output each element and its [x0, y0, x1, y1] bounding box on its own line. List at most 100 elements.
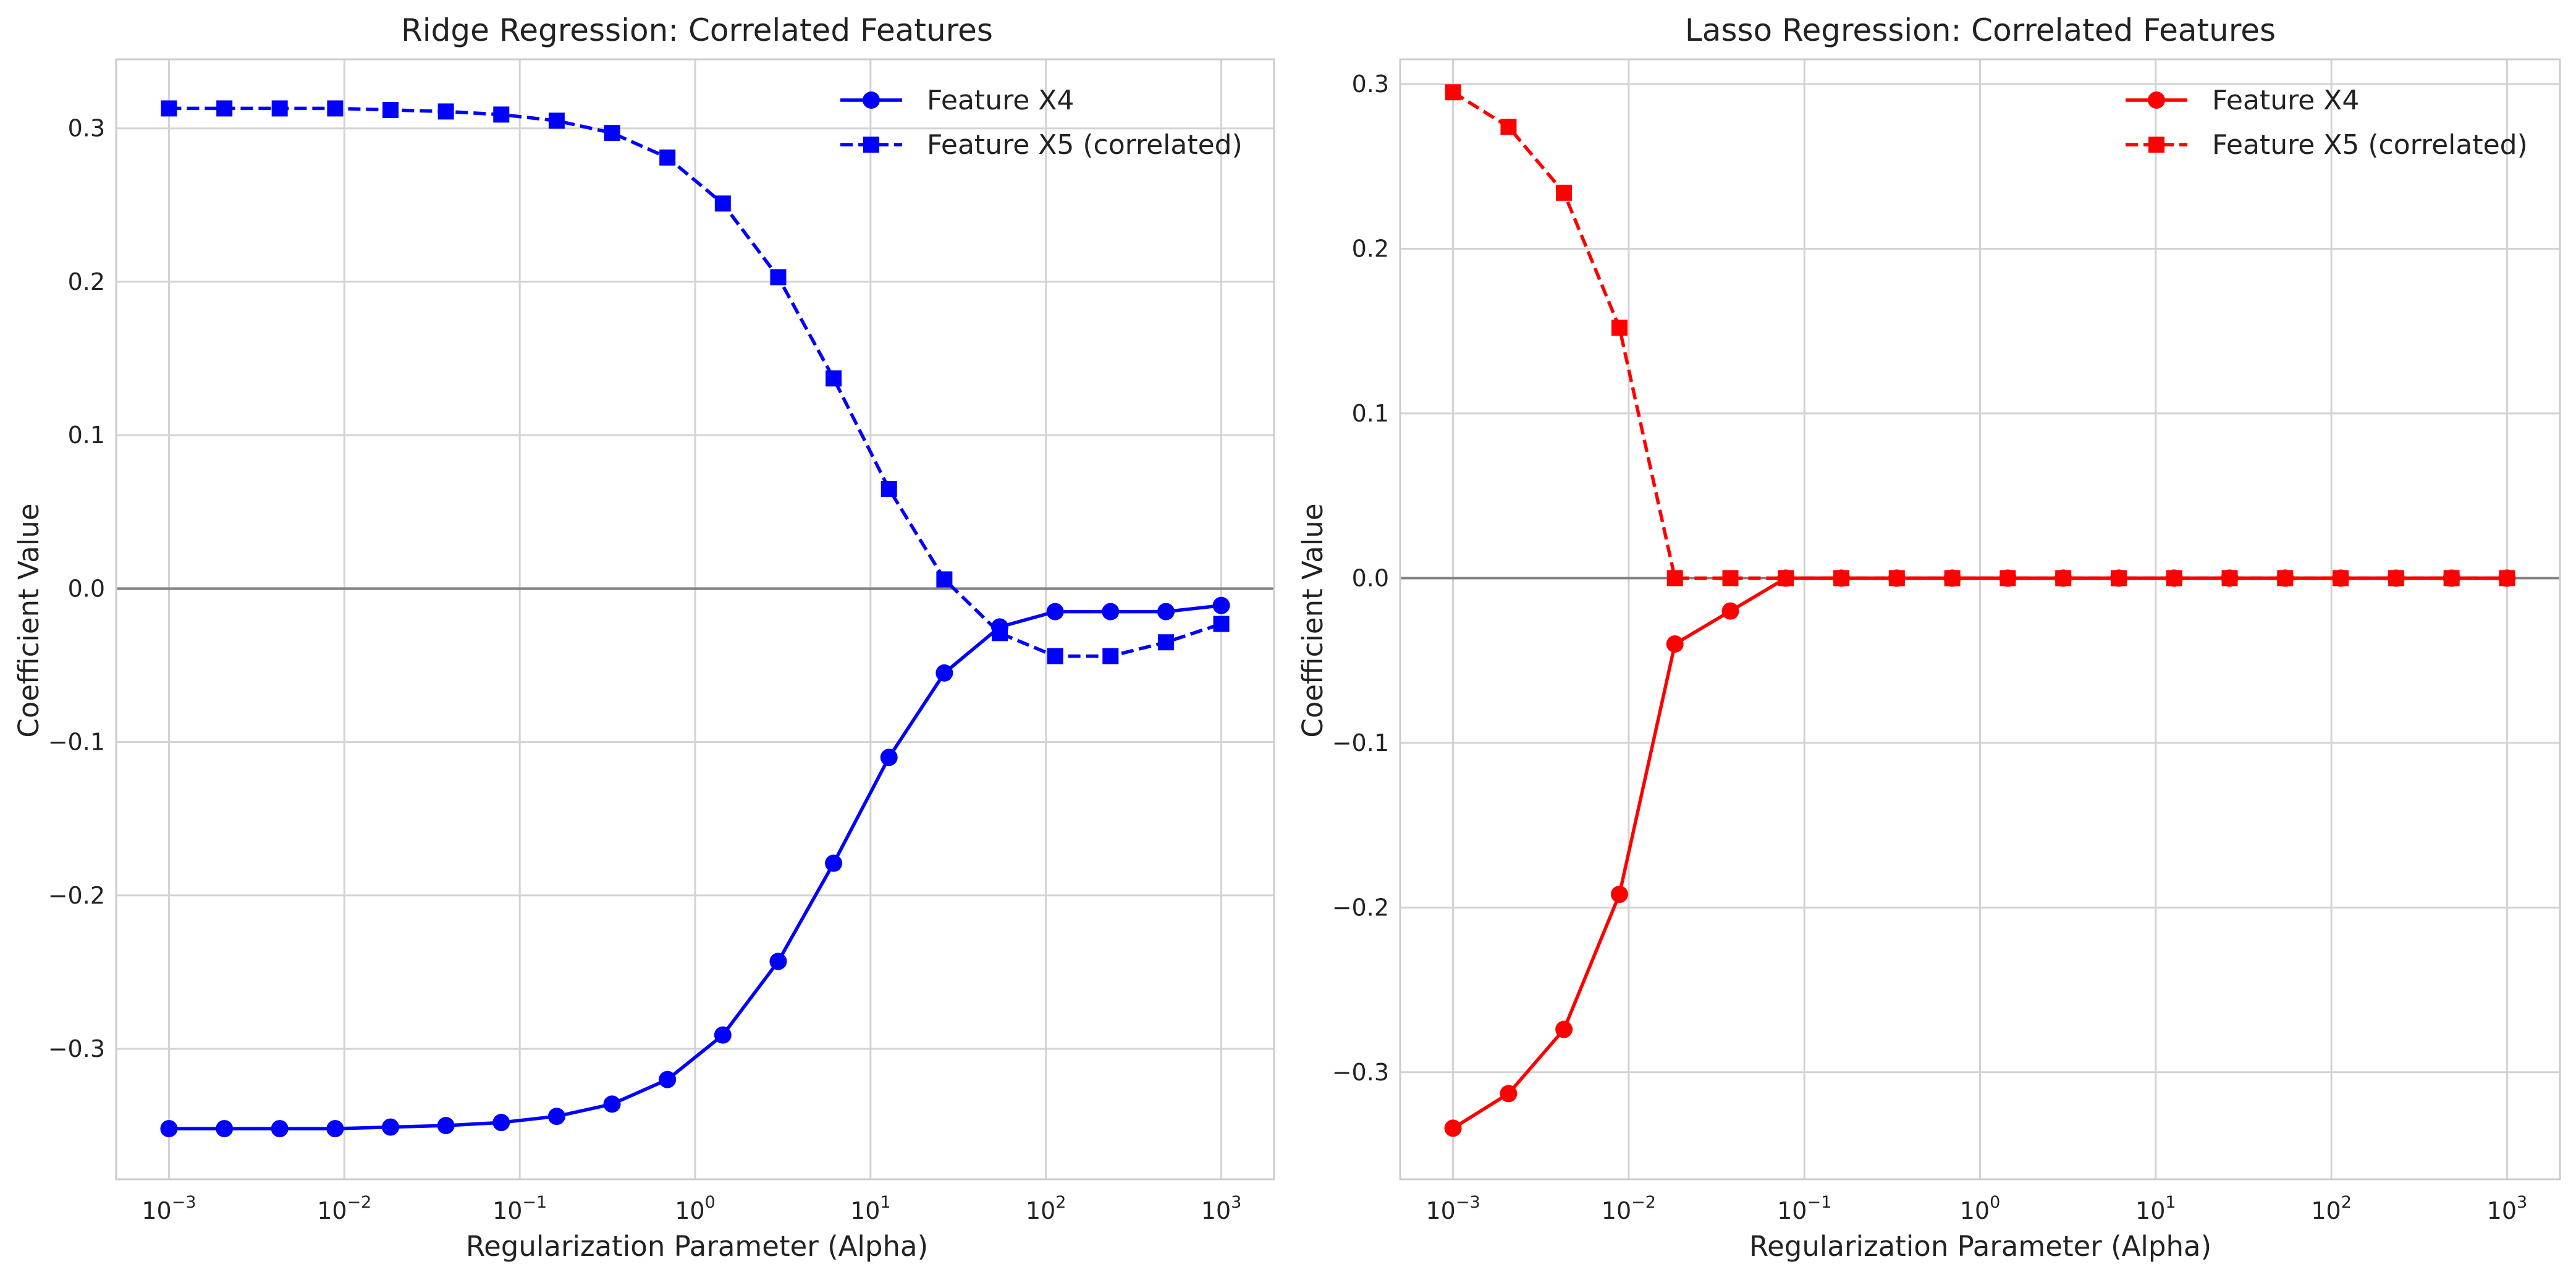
ridge-x5-point [493, 106, 510, 123]
ridge-x-axis-label: Regularization Parameter (Alpha) [466, 1230, 928, 1263]
ridge-x5-point [826, 370, 842, 387]
ridge-x5-point [382, 101, 399, 118]
lasso-x4-point [1721, 602, 1739, 620]
lasso-x5-point [2388, 570, 2404, 587]
ridge-title: Ridge Regression: Correlated Features [401, 12, 993, 48]
ridge-x4-point [769, 952, 787, 970]
ridge-x4-point [1157, 603, 1175, 621]
ridge-x5-point [1102, 648, 1119, 664]
lasso-x4-point [1610, 886, 1628, 904]
ridge-x4-point [603, 1095, 621, 1113]
lasso-y-tick-label: 0.3 [1352, 70, 1389, 98]
ridge-x-tick-label: 10−3 [141, 1193, 196, 1224]
ridge-panel: Ridge Regression: Correlated Features Re… [12, 12, 1275, 1263]
lasso-x5-point [1445, 84, 1461, 101]
ridge-x4-point [880, 748, 898, 766]
ridge-x5-point [327, 100, 344, 117]
ridge-x5-point [1047, 648, 1063, 664]
lasso-x-tick-label: 10−1 [1777, 1193, 1831, 1224]
lasso-x-tick-label: 10−3 [1425, 1193, 1480, 1224]
lasso-x-tick-label: 103 [2487, 1193, 2528, 1224]
lasso-x5-point [2221, 570, 2238, 587]
lasso-x5-point [1666, 570, 1683, 587]
lasso-y-tick-label: 0.1 [1352, 400, 1389, 427]
lasso-x-tick-label: 100 [1960, 1193, 2001, 1224]
ridge-x5-point [659, 149, 676, 166]
ridge-axes-frame [115, 58, 1275, 1180]
lasso-x5-point [2166, 570, 2182, 587]
ridge-x5-point [271, 100, 288, 117]
lasso-x-tick-label: 102 [2311, 1193, 2352, 1224]
ridge-x4-point [714, 1026, 732, 1044]
lasso-legend-label-x5: Feature X5 (correlated) [2212, 129, 2528, 161]
ridge-series-x4-line [169, 603, 1222, 1130]
ridge-x4-point [160, 1120, 178, 1138]
lasso-x5-point [2110, 570, 2127, 587]
ridge-x-tick-label: 100 [675, 1193, 716, 1224]
lasso-y-axis-label: Coefficient Value [1296, 503, 1329, 737]
lasso-x-axis-label: Regularization Parameter (Alpha) [1749, 1230, 2211, 1263]
lasso-x-tick-label: 101 [2135, 1193, 2176, 1224]
lasso-panel: Lasso Regression: Correlated Features Re… [1296, 12, 2561, 1263]
ridge-y-tick-label: 0.0 [68, 575, 105, 602]
lasso-x5-point [1722, 570, 1739, 587]
lasso-x5-point [2443, 570, 2460, 587]
ridge-x4-point [326, 1120, 344, 1138]
lasso-x5-point [2499, 570, 2515, 587]
lasso-x5-point [1556, 184, 1573, 201]
lasso-x5-point [2055, 570, 2072, 587]
ridge-y-tick-label: −0.3 [48, 1035, 105, 1062]
ridge-x4-point [659, 1070, 677, 1088]
ridge-x5-point [714, 195, 731, 212]
ridge-x5-point [992, 625, 1008, 642]
ridge-x4-point [1046, 603, 1064, 621]
ridge-x4-point [547, 1108, 565, 1125]
ridge-legend-label-x4: Feature X4 [927, 85, 1074, 116]
ridge-legend-label-x5: Feature X5 (correlated) [927, 129, 1243, 161]
ridge-y-tick-label: −0.1 [48, 729, 105, 756]
ridge-x4-point [216, 1120, 234, 1138]
ridge-x4-point [492, 1114, 510, 1132]
ridge-x5-point [1157, 634, 1174, 651]
ridge-x4-point [437, 1117, 455, 1135]
lasso-x5-point [2333, 570, 2349, 587]
lasso-title: Lasso Regression: Correlated Features [1685, 12, 2276, 48]
lasso-legend-label-x4: Feature X4 [2212, 85, 2359, 116]
ridge-y-tick-label: −0.2 [48, 882, 105, 909]
lasso-x5-point [1611, 320, 1628, 336]
lasso-y-tick-label: −0.1 [1332, 729, 1389, 757]
ridge-series-x5-line [169, 106, 1222, 658]
lasso-y-tick-label: 0.0 [1352, 564, 1389, 591]
lasso-x4-point [1444, 1119, 1462, 1137]
lasso-x5-point [1500, 119, 1517, 135]
ridge-x5-point [437, 103, 454, 120]
lasso-legend-marker-x4 [2148, 91, 2165, 109]
ridge-y-axis-label: Coefficient Value [12, 503, 45, 737]
ridge-y-tick-label: 0.2 [68, 268, 105, 295]
lasso-x5-point [2000, 570, 2016, 587]
ridge-x4-point [381, 1118, 399, 1136]
ridge-x5-point [161, 100, 177, 117]
ridge-legend-marker-x5 [863, 137, 879, 153]
lasso-legend-marker-x5 [2148, 137, 2164, 153]
lasso-y-tick-label: −0.2 [1332, 894, 1389, 921]
ridge-x5-point [1213, 616, 1230, 632]
lasso-x5-point [1944, 570, 1961, 587]
ridge-x-tick-label: 10−2 [317, 1193, 371, 1224]
ridge-x5-point [880, 481, 897, 498]
ridge-x-tick-label: 10−1 [492, 1193, 547, 1224]
ridge-x4-point [1102, 603, 1120, 621]
ridge-x4-point [1212, 596, 1230, 614]
ridge-x4-point [935, 664, 953, 682]
lasso-x-tick-label: 10−2 [1602, 1193, 1656, 1224]
lasso-x5-point [1833, 570, 1850, 587]
lasso-series-x5-line [1452, 90, 2507, 580]
ridge-legend-marker-x4 [863, 91, 880, 109]
ridge-x-tick-label: 102 [1026, 1193, 1066, 1224]
lasso-x4-point [1500, 1085, 1518, 1103]
ridge-x5-point [548, 112, 565, 129]
ridge-y-tick-label: 0.3 [68, 115, 105, 142]
ridge-y-tick-label: 0.1 [68, 422, 105, 449]
